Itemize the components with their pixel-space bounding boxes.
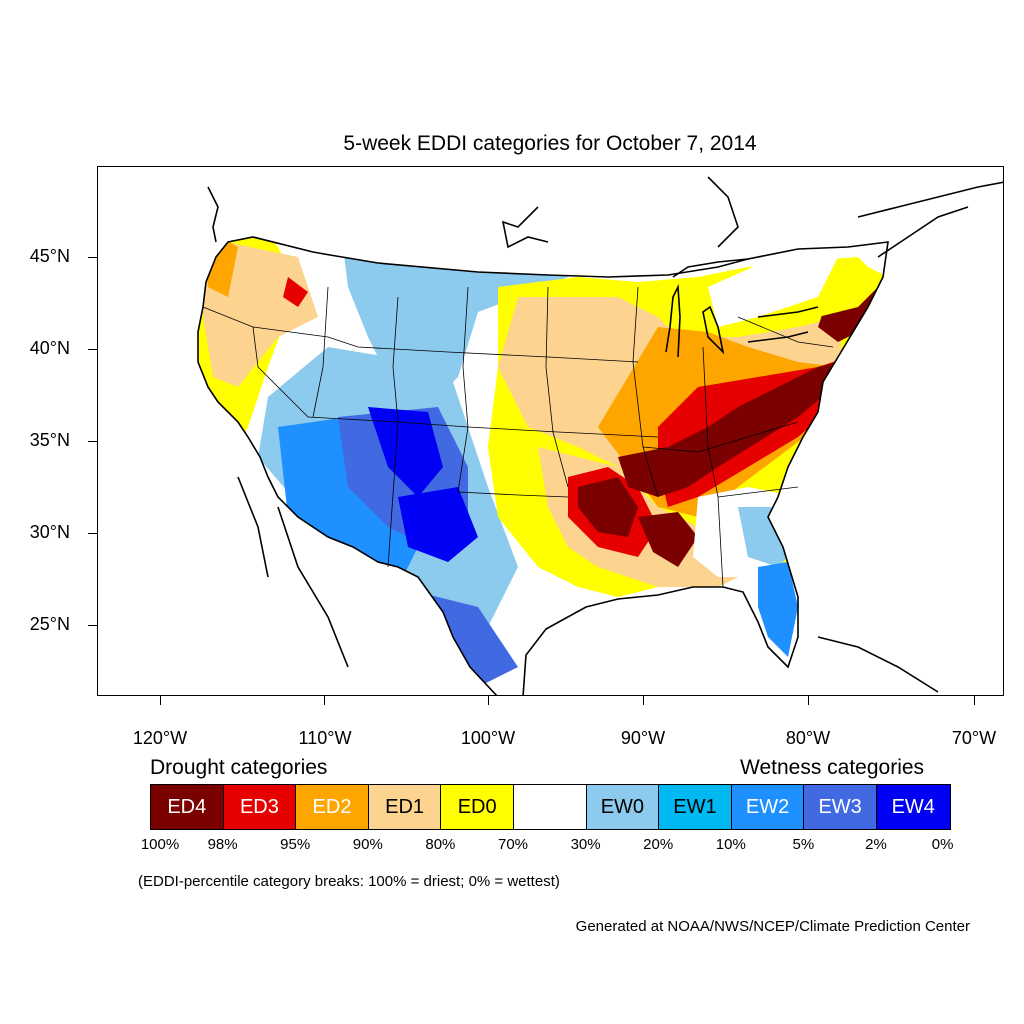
lat-label-30: 30°N xyxy=(29,522,70,542)
legend-swatch-ed2: ED2 xyxy=(296,785,369,829)
credit-line: Generated at NOAA/NWS/NCEP/Climate Predi… xyxy=(575,918,970,935)
lon-label-90: 90°W xyxy=(620,728,666,748)
legend-swatch-ew2: EW2 xyxy=(731,785,805,829)
legend-swatch-ed1: ED1 xyxy=(368,785,442,829)
legend-swatch-ew1: EW1 xyxy=(659,785,732,829)
lat-tick xyxy=(88,533,97,534)
legend-swatch-ew0: EW0 xyxy=(586,785,660,829)
lat-tick xyxy=(88,625,97,626)
break-label: 0% xyxy=(931,836,954,853)
lat-tick xyxy=(88,257,97,258)
lat-tick xyxy=(88,441,97,442)
map-canvas xyxy=(197,176,1003,695)
break-label: 5% xyxy=(792,836,815,853)
drought-categories-heading: Drought categories xyxy=(150,756,328,779)
break-label: 95% xyxy=(280,836,311,853)
break-label: 20% xyxy=(643,836,674,853)
legend-swatch-ed3: ED3 xyxy=(223,785,297,829)
break-label: 98% xyxy=(207,836,238,853)
lon-label-120: 120°W xyxy=(132,728,188,748)
map-title: 5-week EDDI categories for October 7, 20… xyxy=(343,132,757,155)
lon-tick xyxy=(808,696,809,705)
lat-tick xyxy=(88,349,97,350)
lon-tick xyxy=(488,696,489,705)
lat-label-25: 25°N xyxy=(29,614,70,634)
wetness-categories-heading: Wetness categories xyxy=(740,756,925,779)
break-label: 90% xyxy=(352,836,383,853)
lon-label-80: 80°W xyxy=(785,728,831,748)
lat-label-45: 45°N xyxy=(29,246,70,266)
break-label: 2% xyxy=(865,836,887,853)
lat-label-35: 35°N xyxy=(29,430,70,450)
break-label: 80% xyxy=(425,836,456,853)
lon-tick xyxy=(324,696,325,705)
legend-swatch-ed4: ED4 xyxy=(151,785,224,829)
legend-swatch-ed0: ED0 xyxy=(441,785,514,829)
break-label: 70% xyxy=(497,836,529,853)
lon-tick xyxy=(974,696,975,705)
lon-label-100: 100°W xyxy=(460,728,516,748)
lat-label-40: 40°N xyxy=(29,338,70,358)
lon-tick xyxy=(643,696,644,705)
category-breaks-note: (EDDI-percentile category breaks: 100% =… xyxy=(138,873,560,890)
legend-swatch-ew3: EW3 xyxy=(804,785,877,829)
legend-swatch-ew4: EW4 xyxy=(876,785,950,829)
break-label: 10% xyxy=(715,836,746,853)
lon-label-70: 70°W xyxy=(951,728,997,748)
lon-label-110: 110°W xyxy=(298,728,352,748)
lon-tick xyxy=(160,696,161,705)
break-label: 100% xyxy=(140,836,180,853)
eddi-map xyxy=(97,166,1004,696)
category-legend: ED4 ED3 ED2 ED1 ED0 EW0 EW1 EW2 EW3 EW4 xyxy=(150,784,951,830)
break-label: 30% xyxy=(570,836,601,853)
legend-swatch-neutral xyxy=(513,785,587,829)
